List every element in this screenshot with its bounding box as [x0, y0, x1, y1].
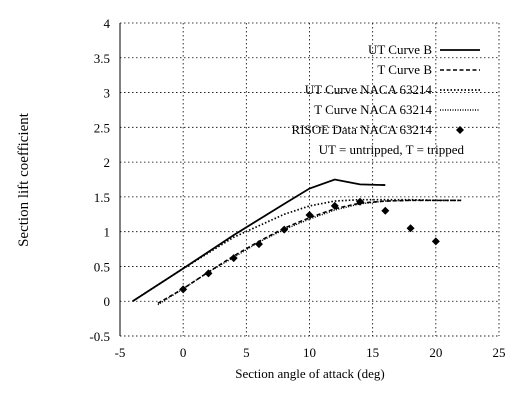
legend-entry-label: T Curve NACA 63214 — [314, 102, 432, 117]
data-point-marker — [431, 237, 440, 246]
data-point-marker — [204, 269, 213, 278]
legend-entry-label: RISOE Data NACA 63214 — [292, 122, 433, 137]
y-tick-label: -0.5 — [89, 329, 110, 344]
data-point-marker — [280, 225, 289, 234]
legend-entry-label: UT Curve NACA 63214 — [305, 82, 433, 97]
data-point-marker — [229, 254, 238, 263]
y-tick-label: 3 — [104, 86, 111, 101]
y-tick-label: 0.5 — [94, 259, 110, 274]
data-point-marker — [356, 197, 365, 206]
data-point-marker — [381, 206, 390, 215]
y-tick-label: 1.5 — [94, 190, 110, 205]
series-line — [132, 198, 462, 302]
data-point-marker — [406, 224, 415, 233]
y-tick-label: 1 — [104, 225, 111, 240]
y-axis-label: Section lift coefficient — [16, 112, 32, 247]
axes — [119, 23, 499, 337]
data-point-marker — [305, 210, 314, 219]
x-axis-label: Section angle of attack (deg) — [235, 366, 384, 381]
x-tick-label: 0 — [180, 345, 187, 360]
legend: UT Curve B T Curve B UT Curve NACA 63214 T … — [292, 42, 480, 157]
y-tick-label: 3.5 — [94, 51, 110, 66]
y-tick-label: 0 — [104, 294, 111, 309]
data-point-marker — [254, 240, 263, 249]
x-tick-label: 5 — [243, 345, 250, 360]
legend-entry-label: UT Curve B — [368, 42, 432, 57]
x-tick-label: 25 — [493, 345, 506, 360]
y-tick-label: 2.5 — [94, 120, 110, 135]
x-tick-label: 15 — [366, 345, 379, 360]
tick-labels: -5 0 5 10 15 20 25 -0.5 0 0.5 1 1.5 2 2.5 3 3.5 4 — [89, 16, 505, 360]
y-tick-label: 2 — [104, 155, 111, 170]
y-tick-label: 4 — [104, 16, 111, 31]
x-tick-label: 10 — [303, 345, 316, 360]
legend-note: UT = untripped, T = tripped — [319, 142, 465, 157]
legend-marker — [456, 126, 464, 134]
data-point-marker — [179, 285, 188, 294]
data-point-marker — [330, 201, 339, 210]
x-tick-label: 20 — [429, 345, 442, 360]
legend-entry-label: T Curve B — [377, 62, 432, 77]
x-tick-label: -5 — [115, 345, 126, 360]
data-series — [132, 178, 462, 306]
